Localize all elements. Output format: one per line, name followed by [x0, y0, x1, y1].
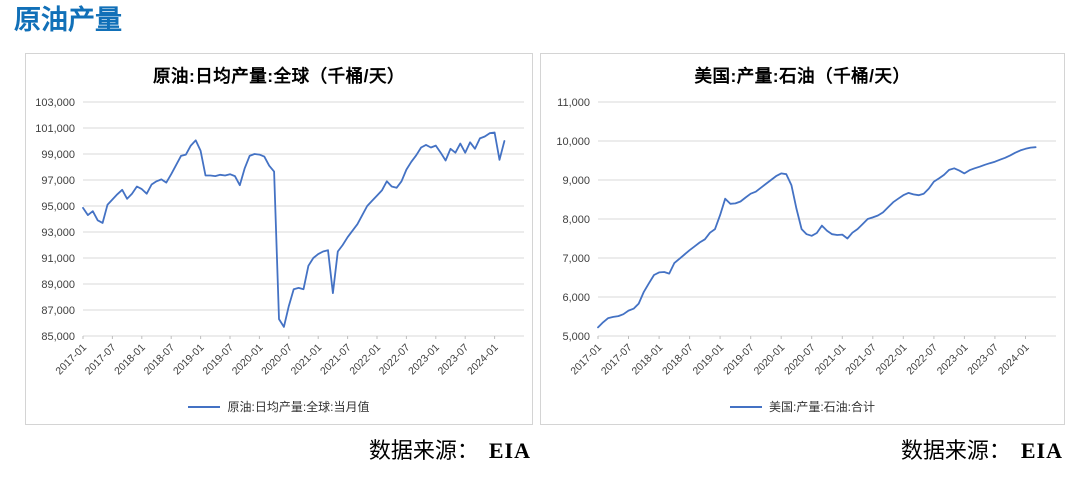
source-note-right: 数据来源： EIA	[540, 433, 1065, 465]
chart-title-global: 原油:日均产量:全球（千桶/天）	[152, 66, 406, 86]
y-tick-label: 89,000	[41, 279, 75, 291]
x-tick-label: 2019-07	[721, 342, 757, 378]
chart-panel-us: 美国:产量:石油（千桶/天） 5,000 6,000 7,000 8,000 9,000…	[540, 53, 1065, 425]
x-tick-label: 2017-01	[53, 342, 89, 378]
data-line	[597, 146, 1037, 329]
x-tick-label: 2023-07	[965, 342, 1001, 378]
source-value: EIA	[1020, 438, 1063, 463]
x-tick-label: 2018-01	[629, 342, 665, 378]
x-tick-label: 2017-07	[83, 342, 119, 378]
x-tick-label: 2022-01	[347, 342, 383, 378]
y-tick-label: 101,000	[35, 123, 75, 135]
x-tick-label: 2023-07	[436, 342, 472, 378]
x-tick-label: 2017-07	[599, 342, 635, 378]
y-tick-label: 95,000	[41, 201, 75, 213]
page-title: 原油产量	[14, 5, 122, 35]
x-tick-label: 2019-07	[200, 342, 236, 378]
x-tick-label: 2024-01	[465, 342, 501, 378]
y-tick-label: 99,000	[41, 149, 75, 161]
legend-line-sample	[729, 405, 762, 408]
y-tick-label: 93,000	[41, 227, 75, 239]
x-tick-label: 2018-01	[112, 342, 148, 378]
sources-row: 数据来源： EIA 数据来源： EIA	[25, 433, 1065, 465]
x-tick-label: 2023-01	[406, 342, 442, 378]
charts-row: 原油:日均产量:全球（千桶/天） 85,000 87,000 89,000 91,00…	[25, 53, 1065, 425]
legend-line-sample	[188, 405, 221, 408]
x-tick-label: 2021-01	[289, 342, 325, 378]
global-production-line-chart: 85,000 87,000 89,000 91,000 93,000 95,000 97,0…	[35, 97, 524, 378]
x-tick-label: 2020-07	[259, 342, 295, 378]
y-tick-label: 7,000	[562, 253, 590, 265]
x-tick-label: 2021-01	[813, 342, 849, 378]
x-tick-label: 2022-01	[874, 342, 910, 378]
y-tick-label: 10,000	[556, 136, 590, 148]
legend-label: 原油:日均产量:全球:当月值	[227, 400, 370, 414]
source-label: 数据来源：	[900, 438, 1011, 463]
y-tick-label: 85,000	[41, 331, 75, 343]
x-tick-label: 2019-01	[690, 342, 726, 378]
y-tick-label: 11,000	[557, 97, 590, 109]
chart-title-us: 美国:产量:石油（千桶/天）	[694, 66, 911, 86]
y-tick-label: 97,000	[41, 175, 75, 187]
x-tick-label: 2022-07	[904, 342, 940, 378]
y-tick-label: 87,000	[41, 305, 75, 317]
data-line	[82, 131, 506, 328]
x-tick-label: 2018-07	[660, 342, 696, 378]
x-tick-label: 2024-01	[996, 342, 1032, 378]
legend-label: 美国:产量:石油:合计	[768, 400, 875, 414]
x-tick-label: 2018-07	[142, 342, 178, 378]
y-tick-label: 9,000	[562, 175, 590, 187]
x-tick-label: 2023-01	[935, 342, 971, 378]
legend-global: 原油:日均产量:全球:当月值	[26, 398, 532, 415]
x-tick-label: 2019-01	[171, 342, 207, 378]
y-tick-label: 6,000	[562, 292, 590, 304]
x-tick-label: 2020-01	[230, 342, 266, 378]
source-value: EIA	[488, 438, 531, 463]
y-tick-label: 103,000	[35, 97, 75, 109]
chart-panel-global: 原油:日均产量:全球（千桶/天） 85,000 87,000 89,000 91,00…	[25, 53, 533, 425]
y-tick-label: 5,000	[562, 331, 590, 343]
x-tick-label: 2021-07	[843, 342, 879, 378]
x-tick-label: 2022-07	[377, 342, 413, 378]
y-tick-label: 8,000	[562, 214, 590, 226]
x-tick-label: 2020-07	[782, 342, 818, 378]
source-label: 数据来源：	[368, 438, 479, 463]
y-tick-label: 91,000	[41, 253, 75, 265]
x-tick-label: 2020-01	[752, 342, 788, 378]
us-production-line-chart: 5,000 6,000 7,000 8,000 9,000 10,000 11,000 201…	[556, 97, 1056, 378]
source-note-left: 数据来源： EIA	[25, 433, 533, 465]
x-tick-label: 2021-07	[318, 342, 354, 378]
x-tick-label: 2017-01	[568, 342, 604, 378]
legend-us: 美国:产量:石油:合计	[541, 398, 1064, 415]
